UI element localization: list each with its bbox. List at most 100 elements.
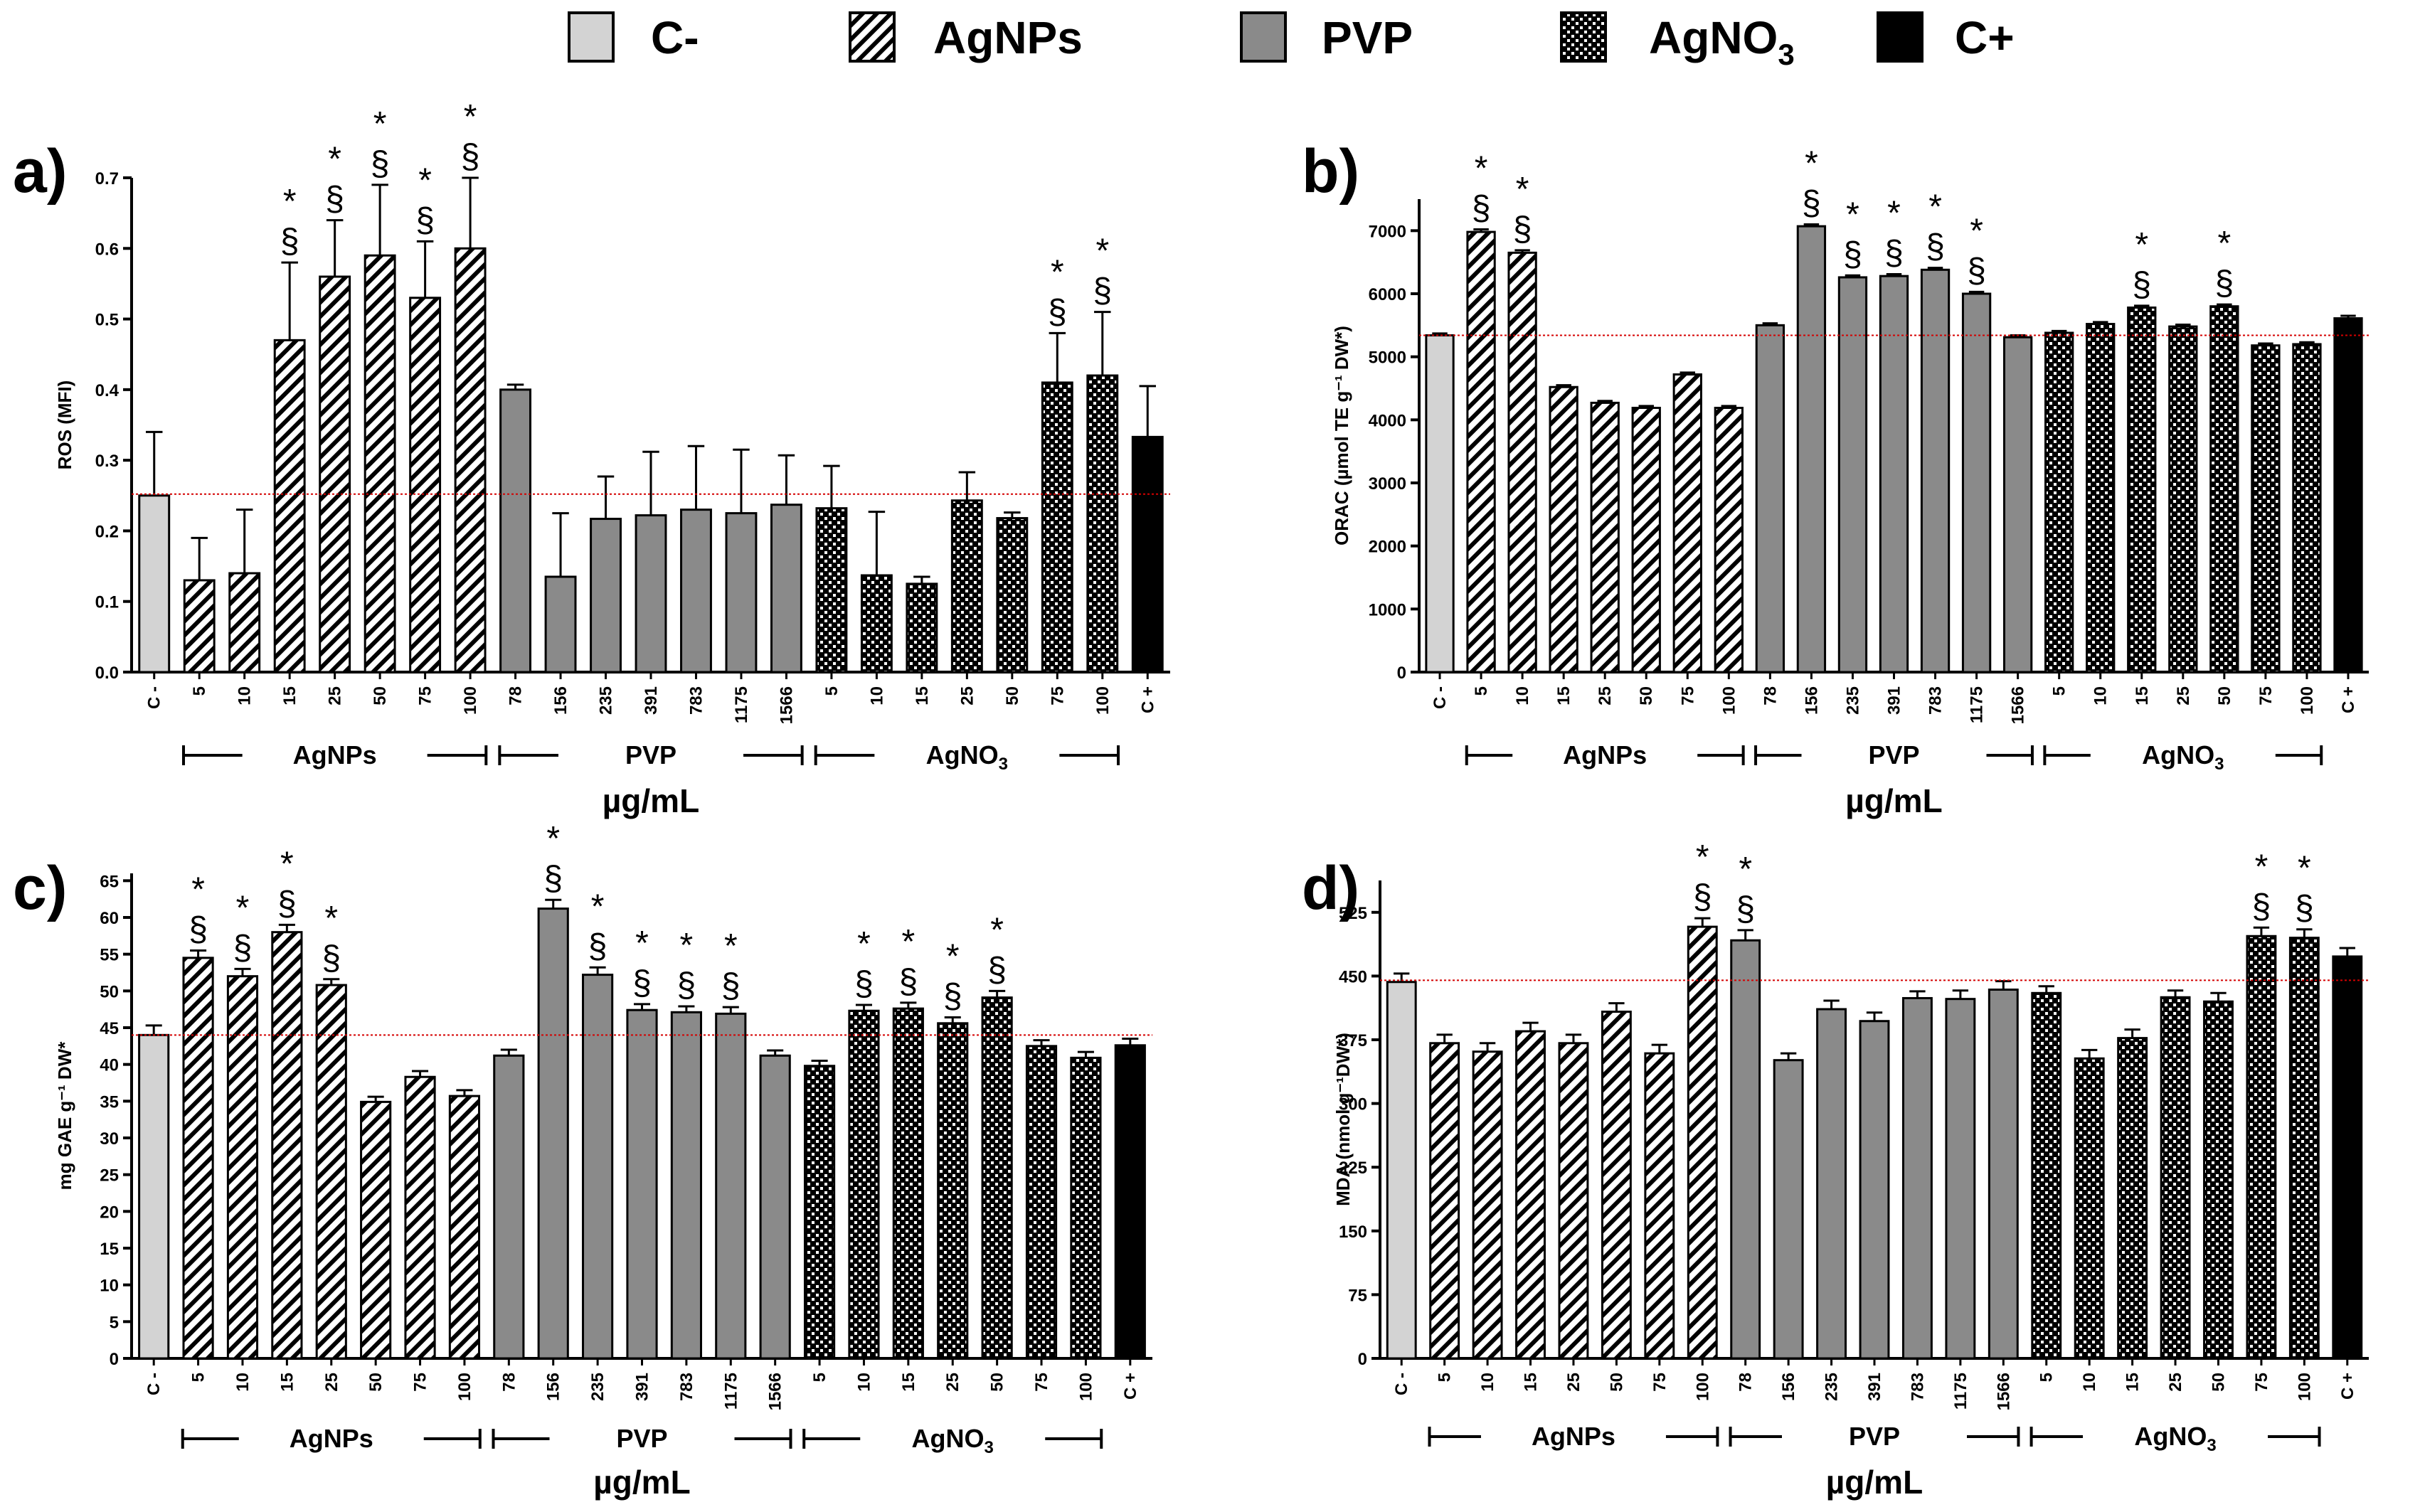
significance-star: * [418, 161, 432, 199]
significance-section: § [415, 201, 435, 239]
legend-swatch-c-neg [568, 11, 615, 63]
bar [544, 575, 577, 674]
bar [2160, 996, 2191, 1360]
bar [1472, 1050, 1503, 1360]
x-tick-label: 100 [1693, 1373, 1712, 1401]
group-label-sub: 3 [985, 1438, 994, 1457]
bar [1558, 1042, 1589, 1360]
x-tick-label: 235 [1822, 1373, 1842, 1401]
significance-section: § [277, 885, 297, 922]
group-label: PVP [1868, 740, 1919, 770]
bar [2203, 1000, 2234, 1360]
bar [848, 1009, 880, 1360]
x-tick-label: 75 [1048, 686, 1067, 706]
bar [1590, 401, 1620, 674]
y-tick-label: 300 [1339, 1095, 1367, 1114]
x-tick-label: 15 [280, 686, 299, 706]
bar [1644, 1052, 1675, 1360]
y-tick-label: 225 [1339, 1159, 1367, 1178]
x-tick-label: 25 [1596, 686, 1615, 706]
y-tick-label: 10 [100, 1277, 119, 1296]
legend-label-agnps: AgNPs [933, 12, 1083, 63]
x-tick-label: 78 [1736, 1373, 1756, 1392]
x-tick-label: 100 [2298, 686, 2317, 715]
x-tick-label: C + [2339, 686, 2358, 713]
legend-label-c-neg: C- [651, 12, 699, 63]
x-tick-label: 156 [551, 686, 571, 715]
panel-label: d) [1302, 854, 1359, 922]
y-tick-label: 6000 [1369, 285, 1406, 304]
bar [226, 975, 259, 1360]
bar [2246, 935, 2277, 1360]
y-axis-title: mg GAE g⁻¹ DW* [54, 1041, 75, 1191]
panel-label: b) [1302, 137, 1359, 206]
significance-section: § [1967, 252, 1986, 289]
group-label-main: AgNPs [1532, 1422, 1615, 1451]
significance-star: * [2135, 226, 2148, 264]
bar [715, 1012, 747, 1360]
group-label: AgNPs [1532, 1422, 1615, 1451]
x-tick-label: 783 [686, 686, 706, 715]
bar [2292, 343, 2322, 674]
x-tick-label: 5 [1436, 1373, 1455, 1382]
legend-swatch-agno3 [1560, 11, 1607, 63]
y-tick-label: 45 [100, 1019, 119, 1038]
significance-star: * [191, 871, 205, 909]
y-tick-label: 0 [1397, 664, 1406, 683]
bar [1687, 925, 1718, 1360]
significance-section: § [588, 927, 607, 965]
bar [1961, 292, 1992, 674]
y-tick-label: 3000 [1369, 474, 1406, 494]
bar [2002, 336, 2033, 674]
y-tick-label: 35 [100, 1092, 119, 1112]
y-tick-label: 40 [100, 1056, 119, 1075]
significance-star: * [1696, 838, 1709, 876]
significance-star: * [1095, 233, 1109, 270]
bar [271, 931, 303, 1360]
bar [1631, 406, 1661, 674]
bar [183, 579, 216, 674]
x-tick-label: 10 [867, 686, 886, 706]
group-label-main: AgNPs [1563, 740, 1647, 770]
bar [2251, 344, 2281, 674]
x-tick-label: 78 [1761, 686, 1780, 706]
legend-label-agno3-sub: 3 [1778, 38, 1794, 71]
significance-section: § [2295, 890, 2314, 927]
bar [1466, 230, 1496, 674]
group-label-main: PVP [1849, 1422, 1900, 1451]
bar [1714, 406, 1744, 674]
bar [1041, 381, 1073, 674]
y-tick-label: 525 [1339, 904, 1367, 923]
x-tick-label: 25 [326, 686, 345, 706]
legend-item-agnps: AgNPs [849, 11, 1083, 63]
y-tick-label: 2000 [1369, 538, 1406, 557]
bar [803, 1065, 836, 1360]
x-unit-label: µg/mL [593, 1464, 690, 1501]
x-tick-label: 15 [899, 1373, 918, 1392]
bar [1131, 435, 1164, 674]
y-tick-label: 4000 [1369, 411, 1406, 430]
significance-section: § [325, 181, 344, 218]
bar [937, 1022, 969, 1360]
y-tick-label: 0.7 [95, 169, 119, 188]
x-tick-label: 15 [913, 686, 932, 706]
bar [670, 1011, 702, 1360]
bar [892, 1007, 924, 1360]
x-tick-label: 50 [1637, 686, 1656, 706]
bar [1515, 1030, 1546, 1360]
y-tick-label: 75 [1348, 1286, 1367, 1305]
x-tick-label: 391 [633, 1373, 652, 1401]
significance-section: § [1802, 184, 1821, 222]
y-tick-label: 55 [100, 946, 119, 965]
significance-star: * [857, 925, 871, 963]
legend-swatch-pvp [1240, 11, 1287, 63]
significance-section: § [322, 939, 341, 977]
x-tick-label: C + [2338, 1373, 2357, 1400]
bar [315, 984, 347, 1360]
x-tick-label: C - [1392, 1373, 1411, 1395]
y-tick-label: 5000 [1369, 348, 1406, 368]
bar [1901, 996, 1933, 1360]
significance-section: § [461, 138, 480, 176]
bar [2333, 317, 2363, 674]
